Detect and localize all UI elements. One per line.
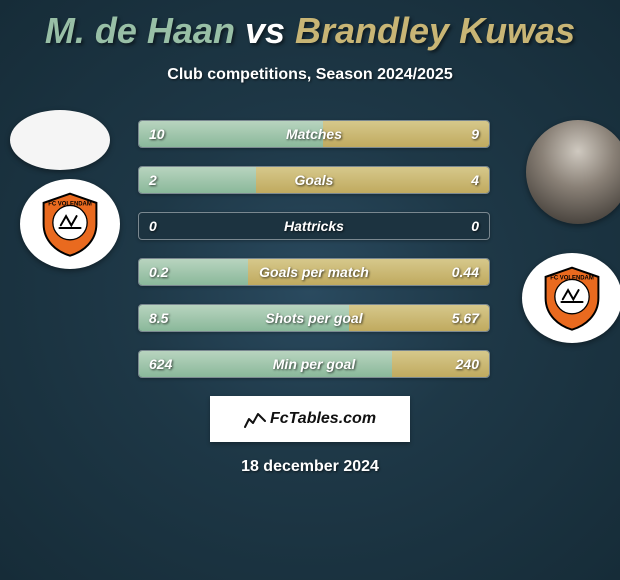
- stat-rows: 109Matches 24Goals 00Hattricks 0.20.44Goals…: [138, 120, 490, 396]
- player2-name: Brandley Kuwas: [295, 10, 575, 51]
- stat-label: Shots per goal: [139, 305, 489, 333]
- stat-label: Hattricks: [139, 213, 489, 241]
- stat-row: 8.55.67Shots per goal: [138, 304, 490, 332]
- svg-text:FC VOLENDAM: FC VOLENDAM: [550, 276, 594, 282]
- stat-label: Goals per match: [139, 259, 489, 287]
- comparison-date: 18 december 2024: [0, 458, 620, 476]
- svg-text:FC VOLENDAM: FC VOLENDAM: [48, 202, 92, 208]
- stat-label: Goals: [139, 167, 489, 195]
- stat-row: 00Hattricks: [138, 212, 490, 240]
- stat-label: Matches: [139, 121, 489, 149]
- site-watermark: FcTables.com: [210, 396, 410, 442]
- player2-club-badge: FC VOLENDAM: [522, 253, 620, 343]
- stat-row: 24Goals: [138, 166, 490, 194]
- volendam-shield-icon: FC VOLENDAM: [37, 191, 103, 257]
- stat-row: 109Matches: [138, 120, 490, 148]
- vs-label: vs: [245, 10, 285, 51]
- stat-row: 0.20.44Goals per match: [138, 258, 490, 286]
- player1-avatar: [10, 110, 110, 170]
- site-name: FcTables.com: [270, 410, 376, 428]
- stat-label: Min per goal: [139, 351, 489, 379]
- stat-row: 624240Min per goal: [138, 350, 490, 378]
- comparison-title: M. de Haan vs Brandley Kuwas: [0, 0, 620, 52]
- player1-club-badge: FC VOLENDAM: [20, 179, 120, 269]
- player1-name: M. de Haan: [45, 10, 235, 51]
- subtitle: Club competitions, Season 2024/2025: [0, 66, 620, 84]
- player2-avatar: [526, 120, 620, 224]
- volendam-shield-icon: FC VOLENDAM: [539, 265, 605, 331]
- fctables-logo-icon: [244, 410, 266, 428]
